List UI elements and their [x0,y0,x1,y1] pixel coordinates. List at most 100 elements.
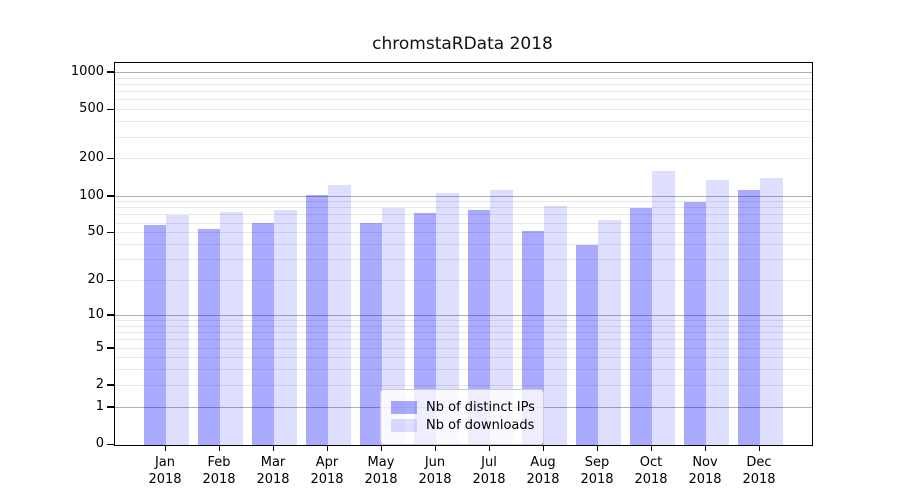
x-tick-label-jul: Jul 2018 [472,455,506,487]
bar-downloads-jul [490,189,513,445]
minor-gridline [115,369,812,371]
x-tick-mark [488,445,490,451]
bar-downloads-oct [652,171,675,445]
minor-gridline [115,121,812,123]
minor-gridline [115,158,812,160]
bar-distinct-ips-may [359,222,382,445]
bar-distinct-ips-oct [629,208,652,445]
legend-label-distinct-ips: Nb of distinct IPs [426,400,535,415]
y-tick-label: 1000 [70,63,104,79]
y-tick-mark [107,195,114,197]
y-tick-mark [107,279,114,281]
bar-distinct-ips-apr [305,194,328,445]
x-tick-label-apr: Apr 2018 [310,455,344,487]
legend-row-downloads: Nb of downloads [391,418,535,433]
y-tick-mark [107,108,114,111]
bar-distinct-ips-jun [413,213,436,445]
x-tick-label-may: May 2018 [364,455,398,487]
x-tick-mark [326,445,328,451]
y-tick-label: 1 [95,398,104,414]
y-tick-mark [107,406,114,408]
bar-distinct-ips-jul [467,210,490,445]
major-gridline [115,314,812,316]
x-tick-mark [650,445,652,451]
bar-downloads-jun [436,193,459,445]
y-tick-label: 5 [95,339,104,355]
bar-downloads-nov [706,179,729,445]
x-tick-label-feb: Feb 2018 [202,455,236,487]
minor-gridline [115,99,812,101]
y-tick-mark [107,71,114,73]
y-tick-mark [107,347,114,349]
x-tick-label-sep: Sep 2018 [580,455,614,487]
minor-gridline [115,347,812,349]
minor-gridline [115,83,812,85]
y-tick-label: 0 [95,436,104,451]
plot-area: Nb of distinct IPs Nb of downloads [114,62,813,446]
y-tick-mark [107,443,114,445]
minor-gridline [115,357,812,359]
minor-gridline [115,201,812,203]
minor-gridline [115,136,812,138]
minor-gridline [115,222,812,224]
bar-distinct-ips-dec [737,190,760,445]
y-tick-label: 200 [79,150,104,166]
minor-gridline [115,259,812,261]
minor-gridline [115,232,812,234]
y-tick-label: 50 [87,224,104,240]
y-tick-label: 2 [95,376,104,392]
y-tick-mark [107,314,114,316]
legend-row-distinct-ips: Nb of distinct IPs [391,400,535,415]
x-tick-label-dec: Dec 2018 [742,455,776,487]
x-tick-label-aug: Aug 2018 [526,455,560,487]
legend-swatch-distinct-ips-icon [391,401,417,414]
y-tick-mark [107,157,114,160]
chart-title: chromstaRData 2018 [372,34,553,54]
minor-gridline [115,339,812,341]
minor-gridline [115,244,812,245]
bar-downloads-dec [760,178,783,445]
minor-gridline [115,384,812,386]
bar-downloads-feb [220,211,243,445]
legend-label-downloads: Nb of downloads [426,418,535,433]
major-gridline [115,195,812,197]
y-tick-mark [107,231,114,234]
x-tick-label-jun: Jun 2018 [418,455,452,487]
x-tick-mark [596,445,598,451]
y-tick-label: 10 [87,306,104,322]
y-tick-label: 500 [79,101,104,117]
bar-distinct-ips-nov [683,201,706,445]
bar-downloads-apr [328,185,351,445]
minor-gridline [115,77,812,79]
bar-downloads-sep [598,220,621,445]
minor-gridline [115,280,812,281]
major-gridline [115,71,812,73]
legend-swatch-downloads-icon [391,419,417,432]
minor-gridline [115,109,812,111]
bar-distinct-ips-jan [143,224,166,445]
x-tick-label-nov: Nov 2018 [688,455,722,487]
x-tick-mark [272,445,274,451]
minor-gridline [115,325,812,327]
bar-distinct-ips-feb [197,229,220,445]
x-tick-mark [218,445,220,451]
minor-gridline [115,320,812,321]
bar-distinct-ips-mar [251,222,274,445]
minor-gridline [115,332,812,333]
x-tick-label-jan: Jan 2018 [148,455,182,487]
x-tick-label-oct: Oct 2018 [634,455,668,487]
bar-downloads-jan [166,215,189,445]
legend: Nb of distinct IPs Nb of downloads [380,389,544,445]
x-tick-mark [542,445,544,451]
x-tick-label-mar: Mar 2018 [256,455,290,487]
y-tick-label: 100 [79,187,104,203]
x-tick-mark [380,445,382,451]
bar-distinct-ips-sep [575,245,598,445]
bar-downloads-mar [274,209,297,445]
x-tick-mark [704,445,706,451]
y-tick-label: 20 [87,272,104,287]
x-tick-mark [164,445,166,451]
x-tick-mark [434,445,436,451]
bar-downloads-aug [544,206,567,445]
